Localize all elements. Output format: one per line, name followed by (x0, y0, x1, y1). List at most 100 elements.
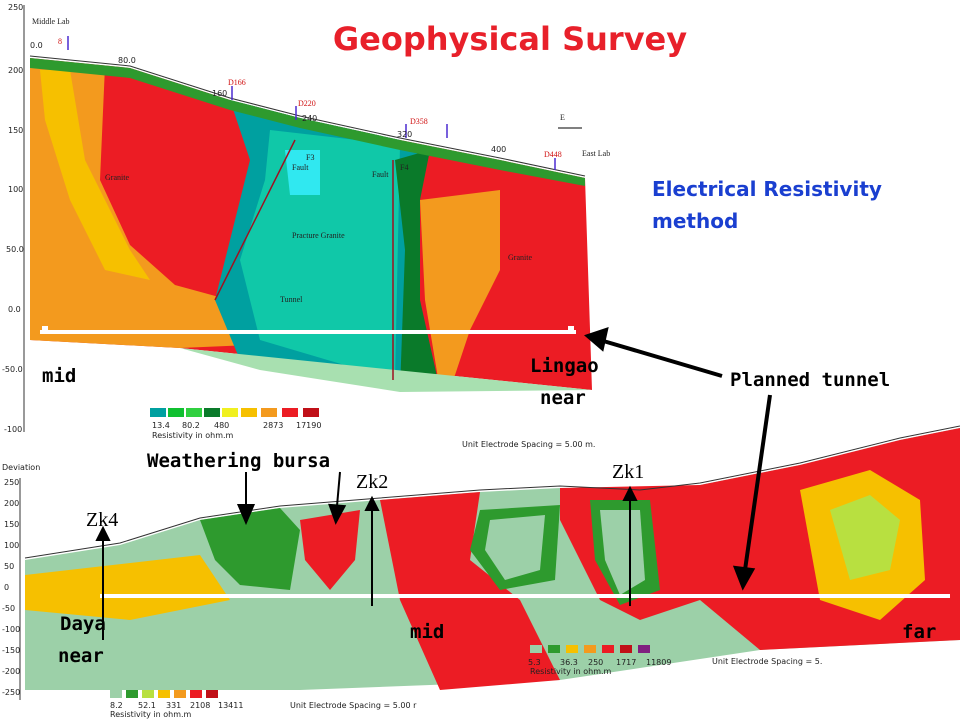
swatch (638, 645, 650, 653)
resistivity-zone (240, 130, 400, 380)
legend-value: 17190 (296, 421, 321, 430)
zone-label: Fault (292, 163, 309, 172)
resistivity-zone (180, 348, 592, 392)
borehole-head (364, 495, 380, 511)
swatch (241, 408, 257, 417)
y-tick-label: -250 (2, 688, 20, 697)
swatch (110, 690, 122, 698)
legend-caption: Resistivity in ohm.m (530, 667, 612, 676)
swatch (584, 645, 596, 653)
y-tick-label: 150 (4, 520, 19, 529)
swatch (204, 408, 220, 417)
zone-label: Granite (508, 253, 532, 262)
legend-caption: Resistivity in ohm.m (152, 431, 234, 440)
y-tick-label: 50 (4, 562, 14, 571)
boreholes (95, 485, 638, 640)
swatch (548, 645, 560, 653)
legend-caption: Resistivity in ohm.m (110, 710, 192, 719)
borehole-head (622, 485, 638, 501)
legend-value: 13411 (218, 701, 243, 710)
ground-surface (24, 425, 960, 559)
swatch (282, 408, 298, 417)
station-label: 160 (212, 89, 227, 98)
legend-value: 13.4 (152, 421, 170, 430)
planned-tunnel-label: Planned tunnel (730, 369, 890, 391)
mid-label: mid (42, 365, 76, 387)
y-tick-label: 250 (4, 478, 19, 487)
spacing-note: Unit Electrode Spacing = 5.00 r (290, 701, 417, 710)
swatch (261, 408, 277, 417)
resistivity-zone (25, 555, 230, 620)
legend-value: 1717 (616, 658, 636, 667)
resistivity-zone (30, 58, 585, 186)
daya-label: Daya (60, 613, 106, 635)
resistivity-zone (30, 62, 250, 348)
swatch (190, 690, 202, 698)
tunnel-end (42, 326, 48, 334)
lingao-label: near (540, 387, 586, 409)
legend-value: 480 (214, 421, 229, 430)
swatch (142, 690, 154, 698)
resistivity-zone (200, 508, 300, 590)
site-label: East Lab (582, 149, 610, 158)
swatch (620, 645, 632, 653)
y-tick-label: 0.0 (8, 305, 21, 314)
legend-value: 250 (588, 658, 603, 667)
legend-swatches (110, 645, 650, 698)
station-label: 400 (491, 145, 506, 154)
zone-label: F3 (306, 153, 314, 162)
legend-value: 331 (166, 701, 181, 710)
legend-value: 2873 (263, 421, 283, 430)
swatch (566, 645, 578, 653)
zone-label: Tunnel (280, 295, 303, 304)
swatch (186, 408, 202, 417)
drill-label: D166 (228, 78, 246, 87)
y-tick-label: 50.0 (6, 245, 24, 254)
swatch (158, 690, 170, 698)
resistivity-zone (830, 495, 900, 580)
borehole-head (95, 525, 111, 541)
swatch (174, 690, 186, 698)
zone-label: Practure Granite (292, 231, 345, 240)
legend-value: 11809 (646, 658, 671, 667)
swatch (168, 408, 184, 417)
resistivity-zone (300, 510, 360, 590)
y-tick-label: -100 (2, 625, 20, 634)
swatch (602, 645, 614, 653)
method-label: method (652, 209, 738, 233)
swatch (126, 690, 138, 698)
spacing-note: Unit Electrode Spacing = 5. (712, 657, 822, 666)
arrowhead (328, 503, 347, 525)
ground-surface (29, 55, 586, 177)
arrow (743, 394, 772, 571)
borehole-label: Zk1 (612, 461, 644, 483)
swatch (206, 690, 218, 698)
legend-value: 80.2 (182, 421, 200, 430)
legend-value: 36.3 (560, 658, 578, 667)
daya-label: near (58, 645, 104, 667)
arrow (599, 338, 723, 378)
drill-label: D448 (544, 150, 562, 159)
y-tick-label: -150 (2, 646, 20, 655)
y-tick-label: -100 (4, 425, 22, 434)
y-tick-label: -200 (2, 667, 20, 676)
y-tick-label: 250 (8, 3, 23, 12)
swatch (303, 408, 319, 417)
fault-line (214, 139, 296, 301)
resistivity-zone (40, 70, 150, 280)
arrowhead (732, 565, 756, 591)
station-label: 320 (397, 130, 412, 139)
y-tick-label: -50 (2, 604, 15, 613)
arrowhead (584, 326, 609, 352)
lower-section: Deviation 250 200 150 100 50 0 -50 -100 … (0, 425, 960, 720)
tunnel-end (568, 326, 574, 334)
arrowhead (236, 504, 256, 526)
method-label: Electrical Resistivity (652, 177, 882, 201)
swatch (150, 408, 166, 417)
resistivity-zone (380, 492, 560, 690)
lingao-label: Lingao (530, 355, 599, 377)
legend-value: 8.2 (110, 701, 123, 710)
y-tick-label: 150 (8, 126, 23, 135)
zone-label: F4 (400, 163, 408, 172)
